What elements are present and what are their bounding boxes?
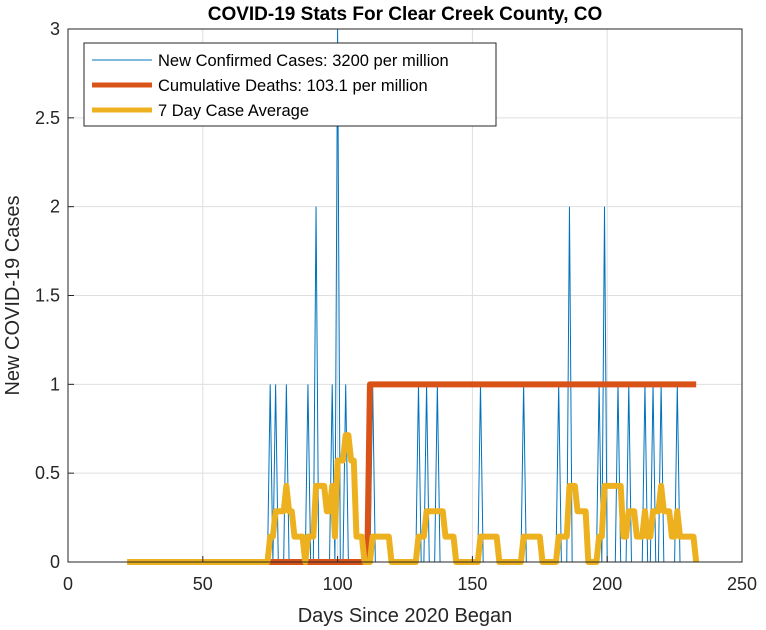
y-tick-label: 2.5	[35, 108, 60, 128]
x-tick-label: 250	[727, 574, 757, 594]
legend-entry-new-cases: New Confirmed Cases: 3200 per million	[158, 52, 449, 70]
legend: New Confirmed Cases: 3200 per million Cu…	[83, 42, 497, 127]
y-tick-label: 1	[50, 374, 60, 394]
y-tick-label: 3	[50, 19, 60, 39]
legend-entry-deaths: Cumulative Deaths: 103.1 per million	[158, 77, 428, 95]
chart-title: COVID-19 Stats For Clear Creek County, C…	[208, 4, 603, 25]
x-tick-label: 200	[592, 574, 622, 594]
x-tick-label: 150	[457, 574, 487, 594]
axis-ticks: 0 50 100 150 200 250 0 0.5 1 1.5 2 2.5 3	[35, 19, 757, 594]
y-tick-label: 2	[50, 197, 60, 217]
x-axis-label: Days Since 2020 Began	[298, 605, 513, 627]
x-tick-label: 50	[193, 574, 213, 594]
x-tick-label: 0	[63, 574, 73, 594]
x-tick-label: 100	[323, 574, 353, 594]
y-tick-label: 0.5	[35, 463, 60, 483]
y-axis-label: New COVID-19 Cases	[2, 195, 24, 395]
legend-box	[83, 42, 497, 127]
y-tick-label: 0	[50, 552, 60, 572]
legend-entry-average: 7 Day Case Average	[158, 102, 309, 120]
y-tick-label: 1.5	[35, 286, 60, 306]
